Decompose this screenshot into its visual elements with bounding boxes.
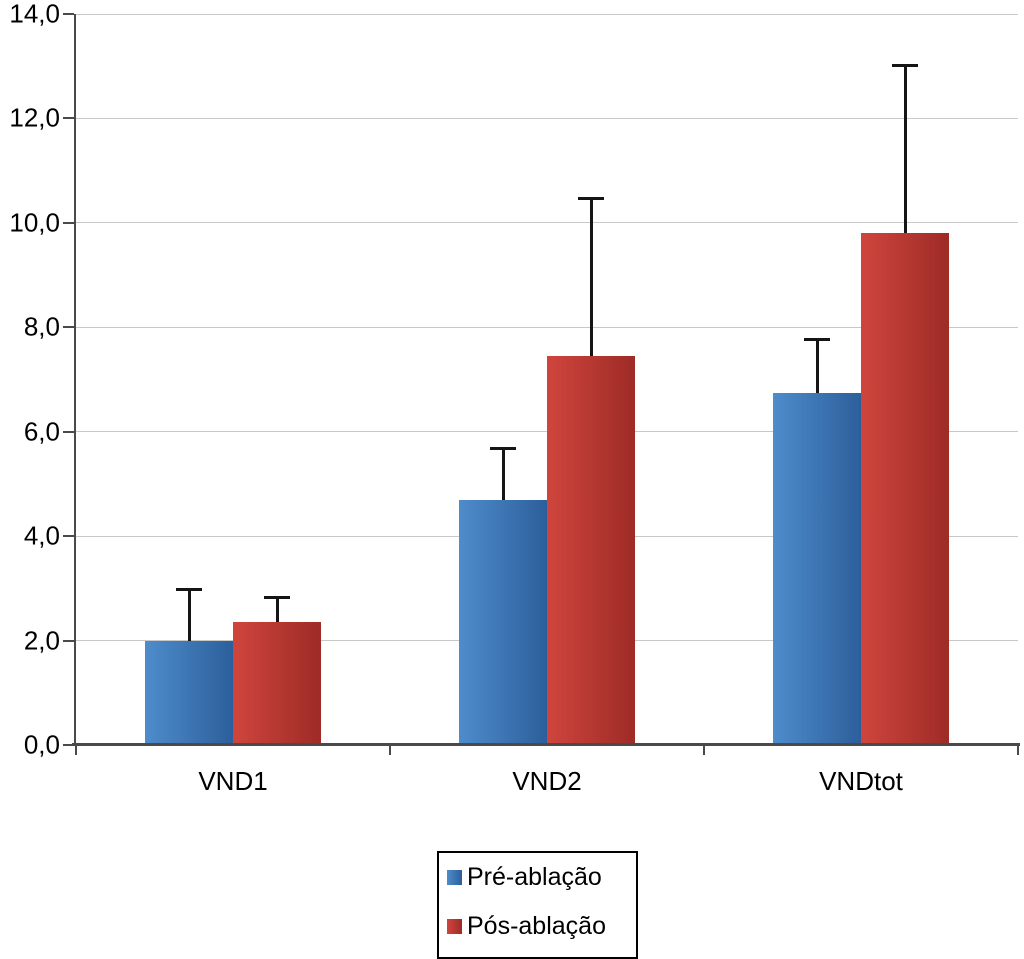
y-axis-tick-label: 14,0 [9, 0, 60, 29]
y-axis-tick [63, 535, 74, 538]
error-bar-cap [578, 196, 604, 200]
legend-label-pre: Pré-ablação [467, 863, 602, 891]
y-axis-tick [63, 744, 74, 746]
y-axis-tick [63, 430, 74, 433]
error-bar-cap [264, 596, 290, 600]
error-bar-line [589, 196, 593, 357]
y-axis-tick-label: 0,0 [23, 729, 60, 760]
gridline [76, 13, 1018, 15]
legend-item-pre: Pré-ablação [447, 865, 628, 890]
legend-swatch-pre-icon [447, 870, 462, 885]
error-bar-cap [892, 63, 918, 67]
y-axis-tick [63, 639, 74, 642]
legend-swatch-pos-icon [447, 919, 462, 934]
x-axis-tick [389, 746, 391, 755]
error-bar-cap [176, 588, 202, 592]
x-axis-category-label: VNDtot [819, 766, 903, 796]
error-bar-cap [490, 447, 516, 451]
bar-VND2-pos-ablacao [547, 356, 635, 745]
y-axis-line [74, 14, 76, 745]
y-axis-tick [63, 326, 74, 329]
gridline [76, 326, 1018, 328]
y-axis-tick-label: 10,0 [9, 207, 60, 238]
x-axis-category-label: VND2 [512, 766, 582, 796]
y-axis-tick [63, 13, 74, 15]
gridline [76, 222, 1018, 224]
error-bar-line [501, 447, 505, 500]
chart-legend: Pré-ablação Pós-ablação [437, 851, 638, 959]
y-axis-tick-label: 6,0 [23, 416, 60, 447]
bar-VNDtot-pos-ablacao [861, 233, 949, 745]
y-axis-tick [63, 117, 74, 120]
legend-label-pos: Pós-ablação [467, 912, 606, 940]
y-axis-tick-label: 8,0 [23, 311, 60, 342]
x-axis-tick [75, 746, 77, 755]
plot-area [76, 13, 1018, 745]
y-axis-tick [63, 221, 74, 224]
error-bar-line [187, 588, 191, 641]
x-axis-line [72, 743, 1020, 746]
x-axis-tick [1017, 746, 1019, 755]
x-axis-tick [703, 746, 705, 755]
bar-VND1-pos-ablacao [233, 622, 321, 745]
error-bar-line [275, 596, 279, 623]
error-bar-line [903, 63, 907, 234]
x-axis-category-label: VND1 [198, 766, 268, 796]
y-axis-tick-label: 2,0 [23, 625, 60, 656]
y-axis-tick-label: 4,0 [23, 520, 60, 551]
legend-item-pos: Pós-ablação [447, 914, 628, 939]
error-bar-line [815, 337, 819, 393]
error-bar-cap [804, 337, 830, 341]
bar-VND1-pre-ablacao [145, 640, 233, 745]
bar-VND2-pre-ablacao [459, 499, 547, 745]
gridline [76, 117, 1018, 119]
y-axis-tick-label: 12,0 [9, 102, 60, 133]
bar-VNDtot-pre-ablacao [773, 392, 861, 745]
